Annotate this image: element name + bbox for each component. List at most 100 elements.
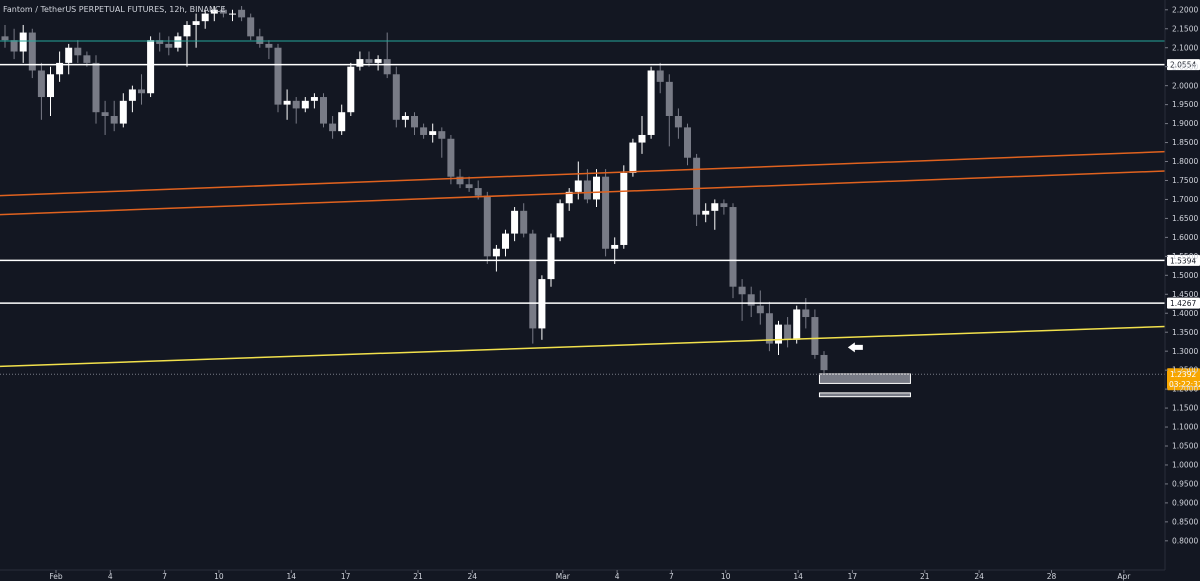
price-zone-box[interactable] [818,373,911,384]
candle-body [283,100,291,105]
price-tick-label: 0.9500 [1172,480,1198,489]
candle-body [92,62,100,113]
candle-body [811,317,819,355]
candle-body [374,59,382,63]
candles-layer [1,6,828,374]
candle-body [256,36,264,44]
candle-body [729,207,737,287]
candle-body [529,233,537,329]
candle-body [756,305,764,314]
candle-body [128,89,136,101]
price-zone-box[interactable] [818,392,911,398]
candle-body [747,294,755,306]
time-tick-label: 21 [413,572,423,581]
candle-body [720,203,728,208]
candle-body [110,116,118,124]
candle-body [401,116,409,120]
price-tick-label: 1.9000 [1172,119,1198,128]
candle-body [656,70,664,82]
candle-body [265,43,273,48]
level-price-label: 1.5394 [1170,256,1196,265]
candle-body [156,40,164,44]
candle-body [210,9,218,14]
candle-body [56,62,64,75]
price-tick-label: 1.6500 [1172,214,1198,223]
candle-body [565,191,573,204]
time-tick-label: 28 [1047,572,1057,581]
candle-body [793,309,801,340]
price-tick-label: 2.0500 [1172,62,1198,71]
candle-body [447,138,455,177]
candle-body [201,13,209,22]
time-tick-label: 10 [214,572,224,581]
candle-body [620,172,628,245]
candle-body [775,324,782,344]
time-tick-label: 7 [162,572,167,581]
candle-body [738,286,746,295]
candle-body [474,188,482,196]
time-tick-label: Apr [1117,572,1131,581]
candle-body [320,97,327,124]
price-tick-label: 0.9000 [1172,498,1198,507]
price-axis[interactable]: 2.2000 2.1500 2.1000 2.0500 2.0000 1.9500 1.90… [1164,0,1198,570]
candle-body [101,112,109,116]
candle-body [611,244,619,249]
time-axis[interactable]: Feb 4 7 10 14 17 21 24 Mar 4 7 10 14 17 21 24 28 Apr [0,569,1165,581]
candle-body [520,210,528,234]
level-price-label: 2.0554 [1170,61,1196,70]
candle-body [820,354,828,371]
candle-body [219,9,227,14]
time-tick-label: 4 [615,572,620,581]
candle-body [192,21,200,25]
time-tick-label: Feb [49,572,63,581]
price-tick-label: 1.1000 [1172,423,1198,432]
candle-body [338,112,346,132]
time-tick-label: 4 [108,572,113,581]
candle-body [329,123,337,132]
candle-body [483,195,491,257]
candle-body [684,127,691,158]
candle-body [19,32,27,52]
channel-upper-line[interactable] [0,150,1166,197]
price-tick-label: 1.3000 [1172,347,1198,356]
candle-body [665,81,673,116]
candle-body [638,134,646,143]
level-price-tag [1167,254,1200,266]
time-tick-label: 10 [721,572,731,581]
candle-body [511,210,519,234]
candle-body [356,59,364,67]
channel-lower-line[interactable] [0,170,1166,216]
candle-body [492,248,500,257]
support-trend-line[interactable] [0,325,1166,368]
level-price-label: 1.4267 [1170,299,1196,308]
candle-body [647,70,655,135]
arrow-left-icon[interactable] [847,342,863,353]
price-tick-label: 0.8500 [1172,517,1198,526]
candle-body [165,43,173,48]
candle-body [802,309,810,318]
candle-body [74,47,82,56]
price-tick-label: 1.9500 [1172,100,1198,109]
candle-body [28,32,36,71]
candle-body [147,40,155,94]
time-tick-label: 24 [974,572,984,581]
candle-body [411,116,418,128]
candle-body [702,210,710,215]
candle-body [438,131,446,139]
candle-body [83,55,91,63]
current-price-tag [1167,368,1200,391]
candle-body [247,17,255,37]
time-tick-label: 7 [669,572,674,581]
price-tick-label: 1.4000 [1172,309,1198,318]
price-tick-label: 1.5000 [1172,271,1198,280]
time-tick-label: 17 [848,572,858,581]
current-price-label: 1.2392 [1170,370,1196,379]
price-tick-label: 1.1500 [1172,404,1198,413]
candle-body [593,176,600,200]
candle-body [502,233,509,249]
candle-body [456,176,464,185]
symbol-title: Fantom / TetherUS PERPETUAL FUTURES, 12h… [3,5,226,14]
